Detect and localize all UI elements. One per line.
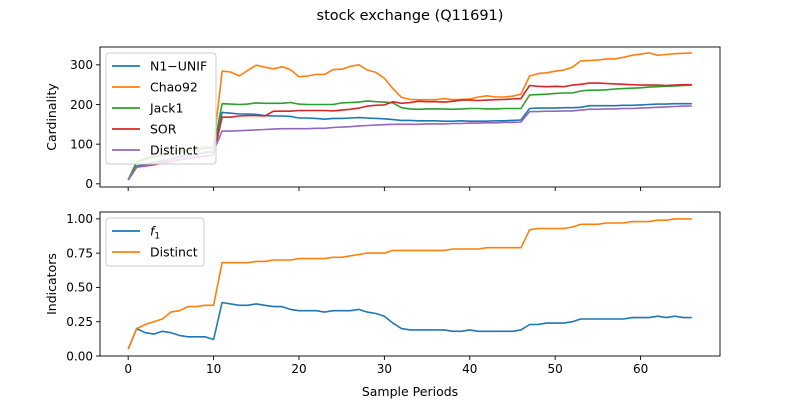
- x-tick-label: 10: [206, 362, 221, 376]
- series-line-n1-unif: [127, 102, 692, 181]
- figure-title: stock exchange (Q11691): [317, 8, 504, 24]
- x-tick-label: 50: [548, 362, 563, 376]
- x-tick-label: 0: [124, 362, 132, 376]
- y-tick-label: 1.00: [66, 212, 93, 226]
- series-line-chao92: [127, 52, 692, 181]
- y-axis-label: Indicators: [44, 253, 59, 315]
- series-line-sor: [127, 82, 692, 181]
- legend-label-sor: SOR: [150, 122, 177, 137]
- x-tick-label: 20: [291, 362, 306, 376]
- legend-label-f1: f1: [150, 224, 160, 242]
- legend-label-distinct: Distinct: [150, 143, 198, 158]
- x-tick-label: 60: [633, 362, 648, 376]
- y-tick-label: 0.25: [66, 315, 93, 329]
- y-axis-label: Cardinality: [44, 83, 59, 151]
- legend-label-jack1: Jack1: [149, 101, 183, 116]
- x-axis-label: Sample Periods: [362, 384, 458, 399]
- legend-box: [105, 217, 205, 267]
- legend-box: [105, 52, 217, 165]
- cardinality-panel: 0 100 200 300 Cardinality N1−UNIF Chao92 Jack1 S…: [44, 46, 721, 191]
- x-tick-label: 30: [377, 362, 392, 376]
- y-tick-label: 0.75: [66, 246, 93, 260]
- y-tick-label: 0: [85, 177, 93, 191]
- x-tick-label: 40: [462, 362, 477, 376]
- legend-label-distinct: Distinct: [150, 245, 198, 260]
- y-tick-label: 0.00: [66, 349, 93, 363]
- series-line-jack1: [127, 84, 692, 181]
- series-line-distinct: [127, 218, 692, 350]
- series-line-distinct: [127, 105, 692, 181]
- y-tick-label: 300: [70, 58, 93, 72]
- series-line-f1: [127, 301, 692, 350]
- axes-frame: [99, 211, 721, 357]
- y-tick-label: 0.50: [66, 281, 93, 295]
- legend-label-chao92: Chao92: [150, 80, 198, 95]
- indicators-panel: 0 10 20 30 40 50 60 0.00 0.25 0.50 0.75 1.00 Indicat…: [44, 211, 721, 376]
- legend-label-n1-unif: N1−UNIF: [150, 59, 207, 74]
- axes-frame: [99, 46, 721, 188]
- y-tick-label: 100: [70, 137, 93, 151]
- y-tick-label: 200: [70, 98, 93, 112]
